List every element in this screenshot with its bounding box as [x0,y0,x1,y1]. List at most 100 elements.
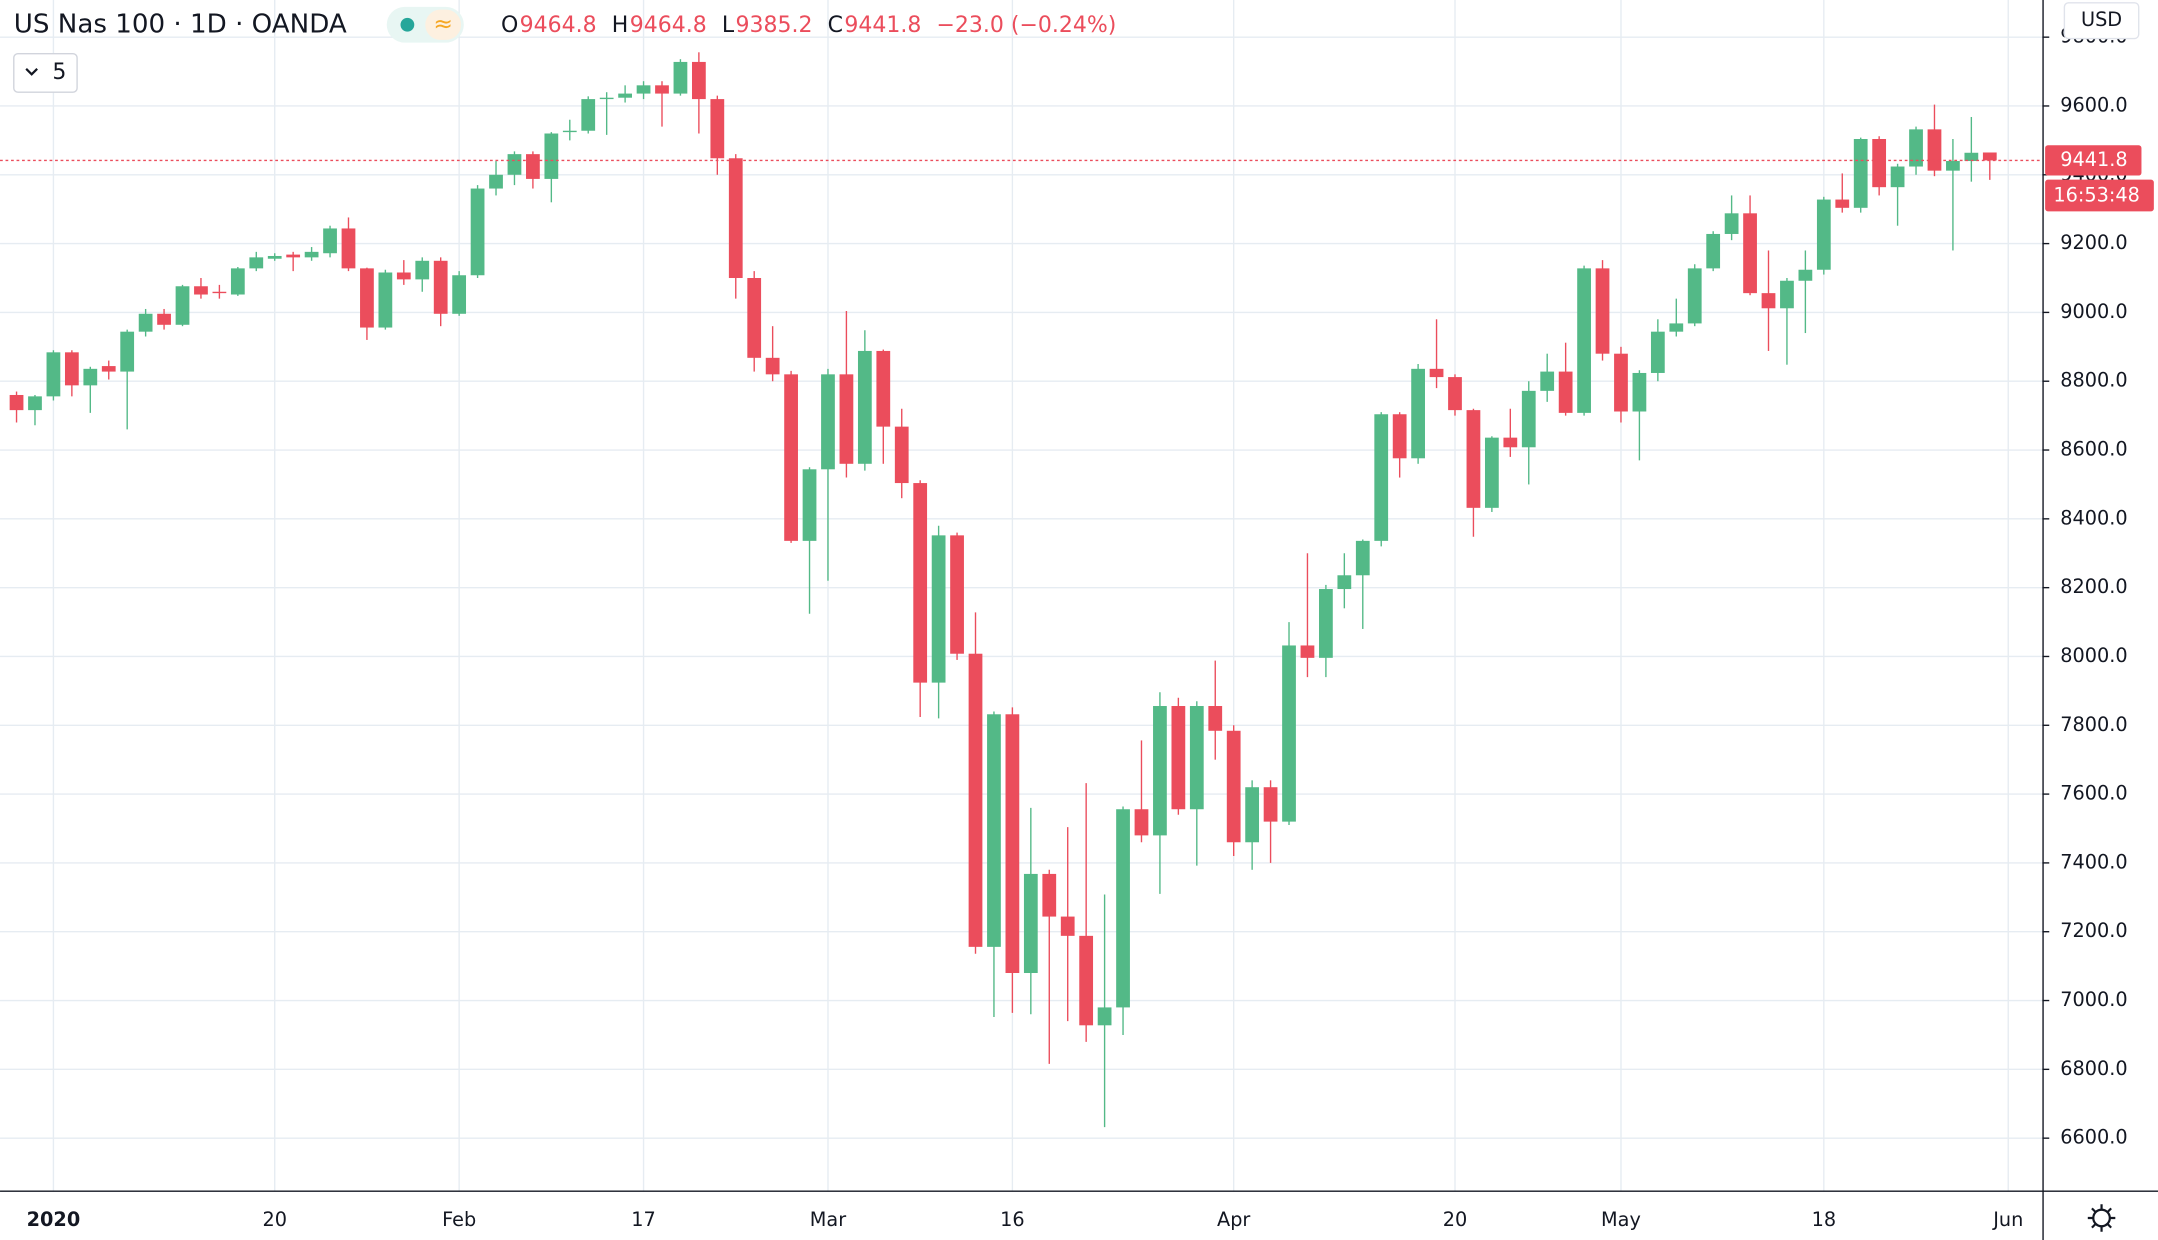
last-price-tag [2045,145,2142,176]
candle-body [1429,368,1444,378]
candle-body [9,394,24,411]
candle-body [1890,166,1905,188]
candle-body [599,97,614,100]
candle-body [1964,152,1979,162]
y-tick-label: 8600.0 [2060,438,2127,461]
candle-body [1466,410,1481,508]
y-tick-label: 8800.0 [2060,369,2127,392]
y-tick-label: 9000.0 [2060,300,2127,323]
candle-body [802,469,817,541]
candle-body [267,255,282,259]
candle-body [175,286,190,325]
candle-body [1927,129,1942,171]
y-tick-label: 9600.0 [2060,93,2127,116]
last-price-label: 9441.8 [2060,148,2127,171]
candle-body [286,254,301,258]
candle-body [1503,437,1518,448]
candle-body [1872,139,1887,188]
candle-body [1835,199,1850,208]
candle-body [1558,371,1573,413]
candle-body [691,61,706,100]
candle-body [1669,323,1684,332]
candle-body [452,275,467,314]
candle-body [83,368,98,386]
candle-body [581,99,596,131]
candle-body [470,188,485,276]
settings-icon[interactable] [2087,1204,2116,1232]
candle-body [1909,129,1923,167]
market-open-icon [400,17,415,32]
candle-body [1337,575,1352,590]
candle-body [1171,706,1186,810]
change-text: −23.0 (−0.24%) [936,13,1116,38]
candle-body [101,366,116,372]
countdown-label: 16:53:48 [2053,184,2139,207]
candle-body [821,374,835,470]
gear-teeth [2087,1204,2116,1232]
candle-body [1761,293,1776,309]
candle-body [489,174,503,189]
candle-body [987,714,1001,947]
y-tick-label: 8000.0 [2060,644,2127,667]
x-tick-label: Feb [442,1208,476,1231]
candle-body [1521,390,1536,448]
symbol-title[interactable]: US Nas 100 · 1D · OANDA [14,9,347,39]
candle-body [765,357,780,375]
candle-body [784,374,798,541]
candle-body [360,268,374,328]
x-tick-label: 20 [1443,1208,1468,1231]
candle-body [194,286,208,295]
candle-body [433,260,448,314]
y-tick-label: 7200.0 [2060,919,2127,942]
candle-body [544,133,559,179]
candle-body [1060,916,1075,936]
candle-body [1245,787,1260,843]
candle-body [636,85,651,94]
candle-body [1798,269,1813,281]
candle-body [1208,706,1223,731]
legend-value: 9464.8 [520,13,597,38]
candle-body [655,85,669,94]
y-tick-label: 7000.0 [2060,988,2127,1011]
candle-body [857,350,872,464]
candle-body [304,251,319,258]
candle-body [839,374,854,464]
legend-key: O [501,13,518,38]
candle-body [618,93,632,98]
currency-label[interactable]: USD [2081,8,2122,31]
countdown-tag [2045,179,2154,212]
candle-body [931,535,946,683]
x-tick-label: Jun [1992,1208,2023,1231]
candle-body [1263,787,1278,822]
candle-body [1300,645,1315,658]
legend-value: 9441.8 [844,13,921,38]
y-tick-label: 6800.0 [2060,1057,2127,1080]
currency-badge[interactable] [2063,2,2140,40]
candle-body [1982,152,1997,161]
candle-body [1853,139,1868,208]
candle-body [1319,589,1333,658]
data-delay-pill [425,9,462,40]
candle-body [1540,371,1555,391]
candle-body [212,291,227,294]
candle-body [728,158,743,279]
interval-value[interactable]: 5 [52,60,66,85]
candle-body [968,653,983,947]
x-tick-label: Mar [810,1208,846,1231]
candle-body [1189,706,1204,810]
candle-body [1079,935,1094,1026]
y-tick-label: 8200.0 [2060,575,2127,598]
legend-key: L [722,13,735,38]
candle-body [1743,213,1757,294]
candle-body [1097,1007,1112,1026]
candle-body [1392,414,1407,459]
candle-body [1005,714,1020,974]
candle-body [1577,268,1591,413]
candle-body [1614,353,1628,412]
chevron-icon [25,68,38,76]
axes: 6600.0 6800.0 7000.0 7200.0 7400.0 7600.0 7800… [27,25,2154,1231]
interval-button[interactable] [13,52,78,93]
candle-body [46,352,61,397]
